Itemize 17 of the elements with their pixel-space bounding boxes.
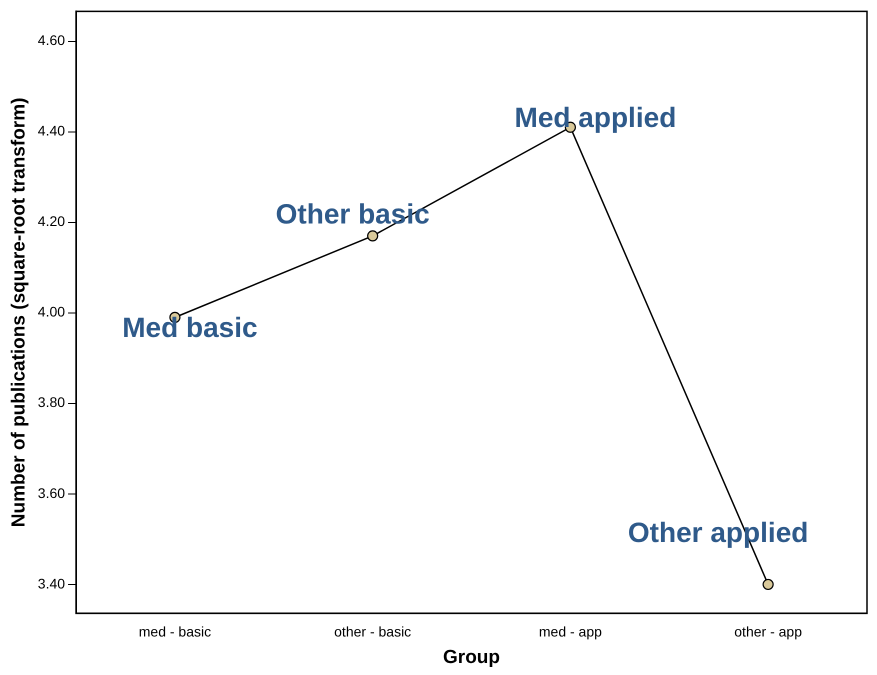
- point: [762, 578, 774, 590]
- annotation: Med basic: [122, 312, 258, 344]
- x-tick-label: med - basic: [138, 624, 212, 640]
- y-tick-label: 4.40: [38, 122, 66, 139]
- point: [367, 230, 378, 242]
- y-axis-title: Number of publications (square-root transform): [8, 98, 30, 528]
- y-tick-label: 4.60: [38, 32, 66, 48]
- y-tick-label: 3.80: [38, 394, 66, 410]
- x-tick-label: other - basic: [334, 624, 412, 640]
- y-tick-label: 3.40: [38, 575, 66, 592]
- y-tick-label: 4.20: [38, 213, 66, 230]
- y-tick-label: 3.60: [38, 484, 66, 501]
- x-axis-title: Group: [443, 646, 500, 668]
- y-tick-label: 4.00: [38, 304, 66, 320]
- x-tick-label: other - app: [734, 624, 802, 640]
- annotation: Med applied: [514, 102, 676, 133]
- x-tick-label: med - app: [538, 624, 602, 640]
